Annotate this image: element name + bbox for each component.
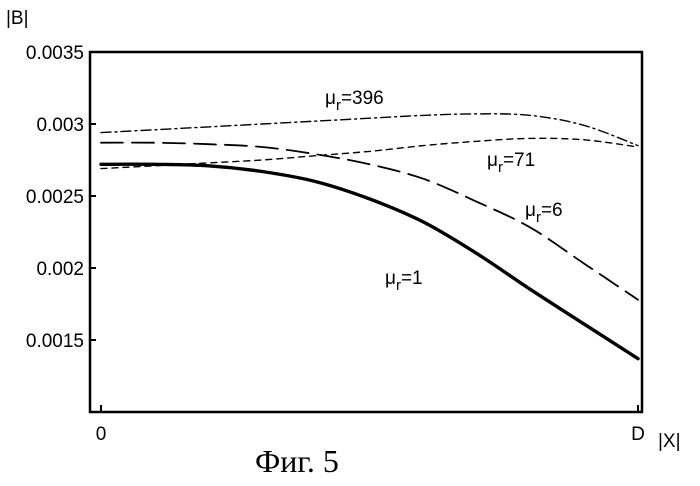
y-tick-label: 0.0015 — [26, 331, 84, 352]
series-label: μr=1 — [385, 268, 423, 294]
x-axis-label: |X| — [658, 431, 681, 452]
series-label: μr=396 — [325, 88, 384, 114]
series-label: μr=6 — [525, 200, 563, 226]
y-tick-label: 0.003 — [36, 115, 84, 136]
x-tick-label: 0 — [96, 424, 107, 445]
y-axis-ticks: 0.0015 0.002 0.0025 0.003 0.0035 — [26, 43, 96, 352]
series-label: μr=71 — [487, 150, 535, 176]
series-line-mu-r-1 — [101, 164, 638, 358]
x-tick-label: D — [631, 424, 645, 445]
y-tick-label: 0.0035 — [26, 43, 84, 64]
y-axis-label: |B| — [6, 8, 29, 29]
series-line-mu-r-396 — [101, 114, 638, 146]
figure-caption: Фиг. 5 — [255, 443, 339, 479]
series-layer — [101, 114, 638, 359]
y-tick-label: 0.0025 — [26, 187, 84, 208]
y-tick-label: 0.002 — [36, 259, 84, 280]
